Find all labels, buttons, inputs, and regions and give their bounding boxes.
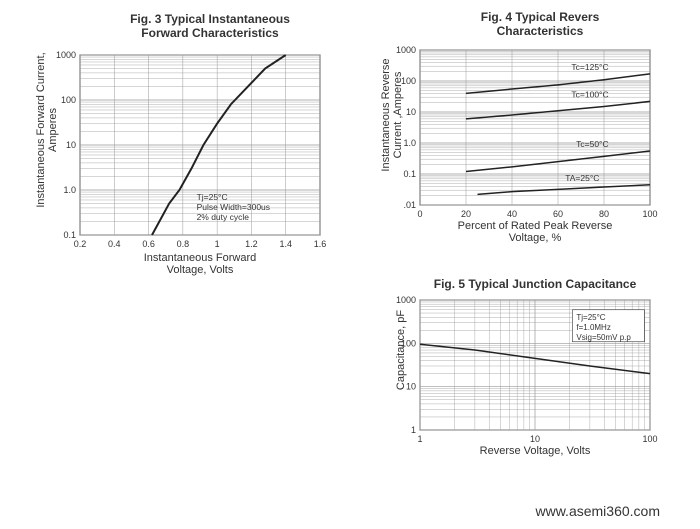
fig5-xlabel: Reverse Voltage, Volts [440, 445, 630, 457]
svg-text:10: 10 [406, 382, 416, 392]
footer-url: www.asemi360.com [536, 503, 661, 519]
fig5-ylabel: Capacitance, pF [395, 290, 407, 410]
svg-text:10: 10 [530, 434, 540, 444]
svg-text:Tj=25°C: Tj=25°C [576, 313, 605, 322]
svg-text:1: 1 [417, 434, 422, 444]
svg-text:f=1.0MHz: f=1.0MHz [576, 323, 610, 332]
svg-text:Vsig=50mV p.p: Vsig=50mV p.p [576, 333, 631, 342]
svg-text:100: 100 [642, 434, 657, 444]
svg-text:1: 1 [411, 425, 416, 435]
